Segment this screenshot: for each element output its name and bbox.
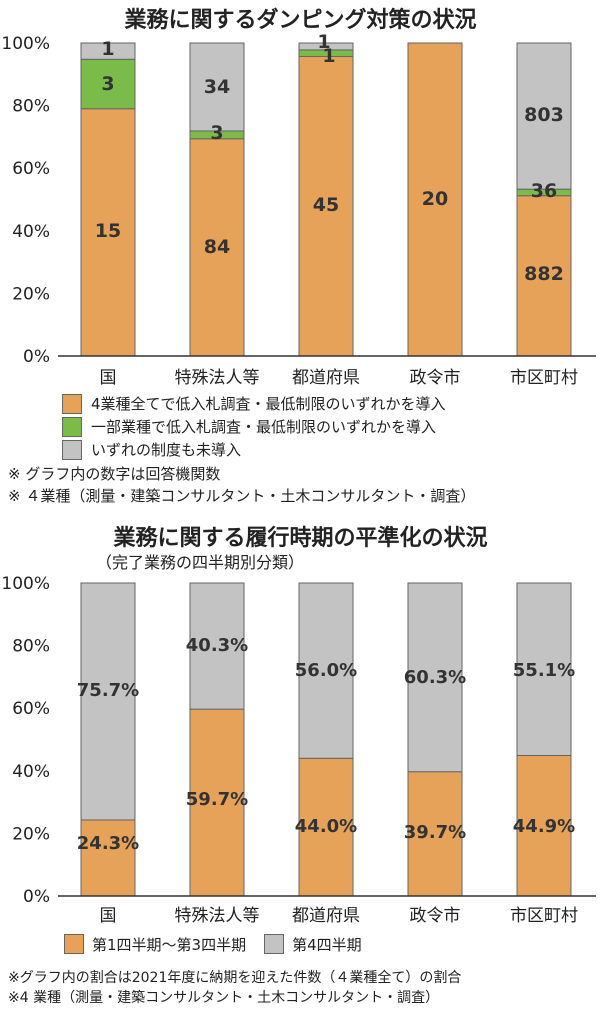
data-label: 20 (422, 188, 448, 210)
data-label: 1 (322, 45, 335, 67)
category-label: 市区町村 (510, 368, 578, 388)
note-line: ※ ４業種（測量・建築コンサルタント・土木コンサルタント・調査） (8, 487, 476, 505)
note-line: ※グラフ内の割合は2021年度に納期を迎えた件数（４業種全て）の割合 (8, 970, 462, 986)
legend-swatch-gray (264, 934, 285, 954)
chart2-notes: ※グラフ内の割合は2021年度に納期を迎えた件数（４業種全て）の割合 ※4 業種… (8, 968, 461, 1008)
chart2-subtitle: （完了業務の四半期別分類） (96, 553, 305, 572)
data-label: 60.3% (404, 667, 466, 688)
category-label: 政令市 (410, 368, 461, 388)
y-tick-label: 100% (1, 574, 50, 594)
bar-segment-orange (189, 708, 245, 897)
y-tick-label: 60% (12, 699, 50, 719)
bar-segment-orange (516, 195, 572, 357)
legend-swatch-gray (62, 439, 82, 460)
legend-label: 第1四半期～第3四半期 (92, 935, 247, 954)
data-label: 36 (531, 180, 557, 202)
legend-label: 第4四半期 (292, 935, 362, 954)
y-tick-label: 20% (12, 824, 50, 844)
y-tick-label: 40% (12, 222, 50, 242)
bar-segment-orange (407, 42, 463, 357)
bar-segment-gray (189, 42, 245, 132)
category-label: 国 (100, 906, 117, 926)
chart1-legend: 4業種全てで低入札調査・最低制限のいずれかを導入 一部業種で低入札調査・最低制限… (62, 392, 446, 461)
note-line: ※4 業種（測量・建築コンサルタント・土木コンサルタント・調査） (8, 990, 440, 1006)
bar-segment-green (80, 58, 136, 110)
data-label: 84 (204, 236, 230, 258)
data-label: 45 (313, 194, 339, 216)
legend-swatch-orange (62, 393, 82, 414)
data-label: 34 (204, 76, 230, 98)
category-label: 都道府県 (292, 368, 360, 388)
bar-segment-gray (407, 582, 463, 773)
data-label: 1 (317, 31, 330, 53)
bar-segment-gray (516, 42, 572, 190)
category-label: 都道府県 (292, 906, 360, 926)
y-tick-label: 80% (12, 637, 50, 657)
data-label: 40.3% (186, 635, 248, 656)
y-tick-label: 60% (12, 159, 50, 179)
chart2-title: 業務に関する履行時期の平準化の状況 (113, 526, 488, 551)
data-label: 15 (95, 220, 121, 242)
bar-segment-gray (80, 42, 136, 60)
legend-label: いずれの制度も未導入 (91, 441, 242, 459)
data-label: 44.0% (295, 816, 357, 837)
category-label: 政令市 (410, 906, 461, 926)
data-label: 24.3% (77, 833, 139, 854)
data-label: 56.0% (295, 660, 357, 681)
category-label: 特殊法人等 (175, 368, 260, 388)
legend-item: 一部業種で低入札調査・最低制限のいずれかを導入 (62, 415, 446, 438)
data-label: 44.9% (513, 816, 575, 837)
category-label: 市区町村 (510, 906, 578, 926)
data-label: 1 (101, 38, 114, 60)
data-label: 803 (524, 104, 564, 126)
y-tick-label: 0% (23, 347, 50, 367)
bar-segment-gray (80, 582, 136, 821)
data-label: 39.7% (404, 822, 466, 843)
data-label: 75.7% (77, 680, 139, 701)
legend-label: 4業種全てで低入札調査・最低制限のいずれかを導入 (91, 395, 446, 413)
chart2-plot: 100% 80% 60% 40% 20% 0% 国 特殊法人等 都道府県 政令市 市区町村 75.7%… (1, 574, 596, 926)
y-tick-label: 0% (23, 887, 50, 907)
category-label: 特殊法人等 (175, 906, 260, 926)
data-label: 882 (524, 263, 564, 285)
legend-item: 4業種全てで低入札調査・最低制限のいずれかを導入 (62, 392, 446, 415)
data-label: 3 (210, 122, 223, 144)
y-tick-label: 80% (12, 97, 50, 117)
legend-swatch-orange (64, 934, 84, 954)
legend-label: 一部業種で低入札調査・最低制限のいずれかを導入 (91, 418, 437, 436)
category-label: 国 (100, 368, 117, 388)
bar-segment-gray (298, 42, 354, 51)
bar-segment-gray (189, 582, 245, 710)
bar-segment-orange (80, 108, 136, 357)
bar-segment-gray (298, 582, 354, 759)
chart1-notes: ※ グラフ内の数字は回答機関数 ※ ４業種（測量・建築コンサルタント・土木コンサ… (8, 463, 475, 507)
data-label: 3 (101, 73, 114, 95)
data-label: 59.7% (186, 789, 248, 810)
y-tick-label: 40% (12, 762, 50, 782)
data-label: 55.1% (513, 660, 575, 681)
chart1-plot: 100% 80% 60% 40% 20% 0% 国 特殊法人等 都道府県 政令市 市区町村 1 3 15 3… (1, 31, 596, 388)
note-line: ※ グラフ内の数字は回答機関数 (8, 465, 221, 483)
chart1-title: 業務に関するダンピング対策の状況 (124, 8, 477, 33)
legend-item: いずれの制度も未導入 (62, 438, 446, 461)
bar-segment-gray (516, 582, 572, 756)
bar-segment-orange (80, 819, 136, 897)
y-tick-label: 20% (12, 284, 50, 304)
legend-swatch-green (62, 416, 82, 437)
bar-segment-orange (298, 55, 354, 357)
y-tick-label: 100% (1, 34, 50, 54)
chart2-legend: 第1四半期～第3四半期 第4四半期 (64, 932, 362, 956)
